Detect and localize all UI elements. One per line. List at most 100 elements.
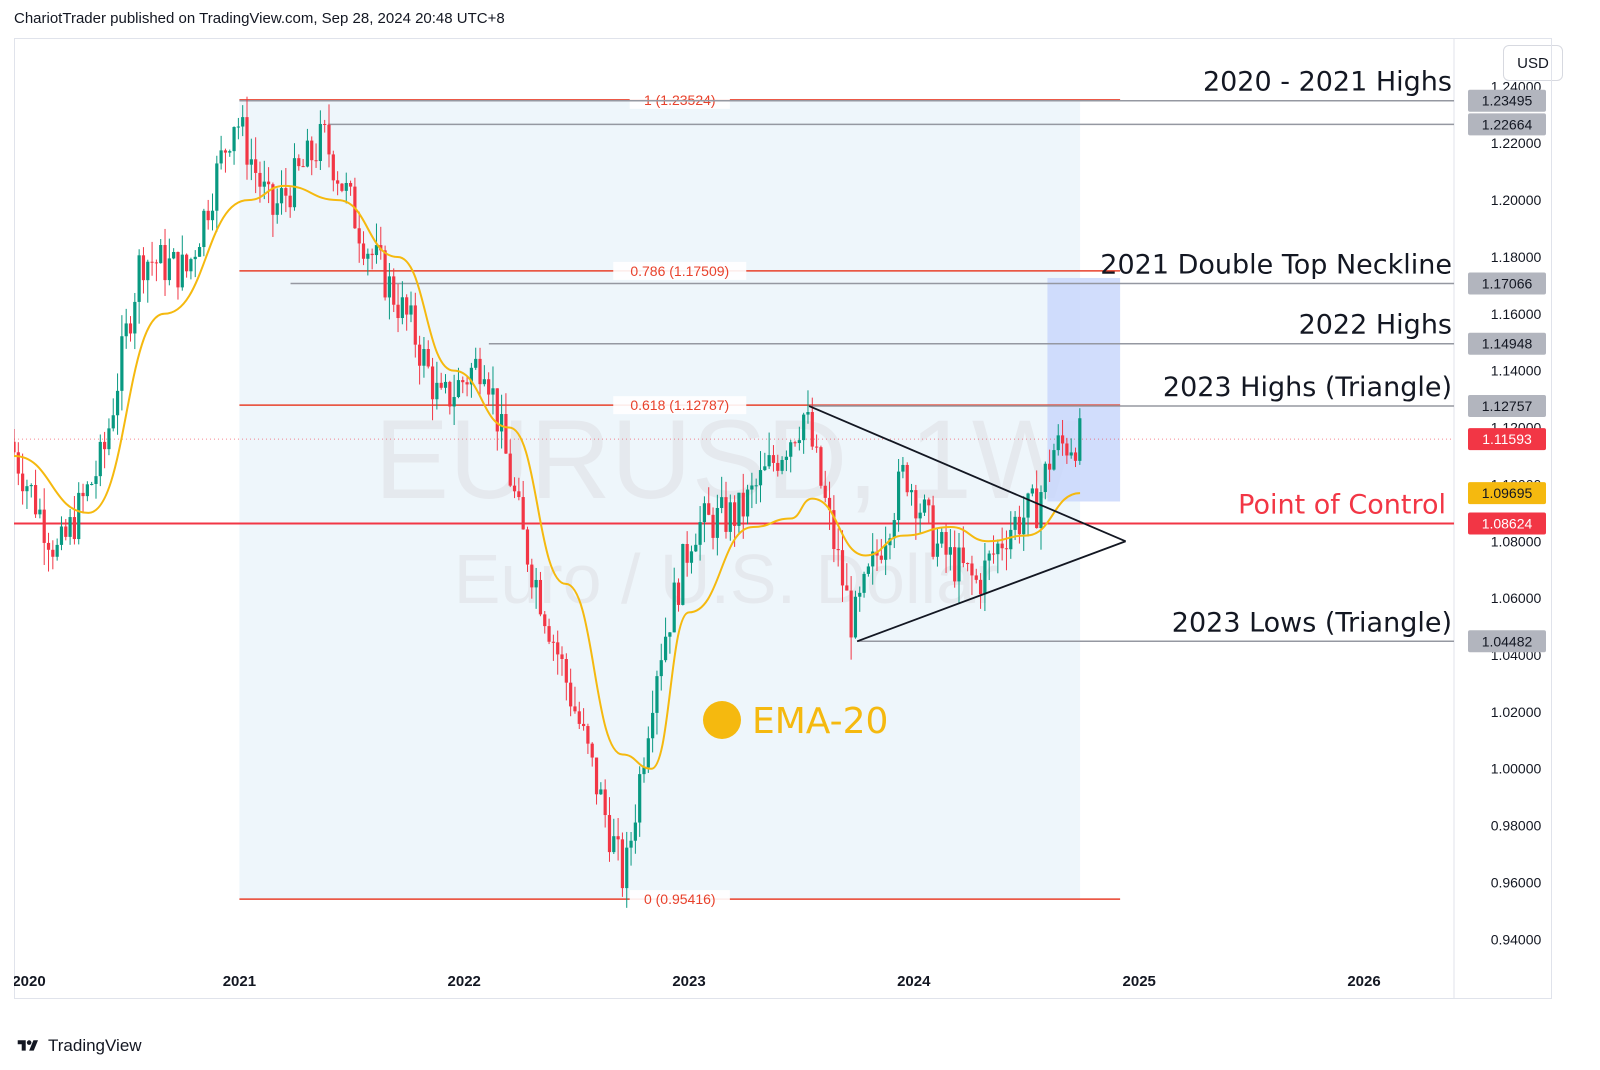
candle-body bbox=[185, 254, 189, 272]
candle bbox=[702, 496, 707, 543]
triangle-pattern bbox=[808, 405, 1127, 643]
candle bbox=[694, 533, 698, 553]
candle bbox=[29, 483, 33, 498]
price-tick-label: 1.16000 bbox=[1491, 306, 1542, 322]
candle-body bbox=[599, 789, 603, 795]
current-price-tag-text: 1.11593 bbox=[1482, 431, 1532, 447]
candle-body bbox=[124, 323, 128, 337]
ema-price-tag-text: 1.09695 bbox=[1482, 485, 1533, 501]
level-price-tag-bg bbox=[1468, 630, 1546, 653]
candle-body bbox=[29, 485, 33, 487]
candle bbox=[241, 105, 245, 137]
candle-body bbox=[461, 380, 465, 383]
candle-body bbox=[1004, 548, 1009, 550]
candle bbox=[370, 248, 374, 270]
candle-body bbox=[297, 158, 301, 167]
candle-body bbox=[1030, 488, 1034, 494]
candle-body bbox=[249, 159, 253, 165]
candle bbox=[577, 701, 581, 730]
candle bbox=[983, 543, 987, 611]
candle bbox=[292, 143, 297, 211]
candle bbox=[366, 248, 370, 276]
level-name-label: 2023 Highs (Triangle) bbox=[1163, 372, 1452, 403]
candle-body bbox=[564, 659, 568, 683]
candle bbox=[612, 818, 616, 854]
level-price-tag-bg bbox=[1468, 332, 1546, 355]
time-tick-label: 2024 bbox=[897, 973, 931, 990]
candle-body bbox=[836, 549, 840, 551]
candle-body bbox=[927, 499, 931, 506]
candle-body bbox=[521, 497, 525, 530]
candle-body bbox=[219, 150, 223, 164]
candle bbox=[193, 250, 197, 278]
candle bbox=[957, 533, 961, 604]
price-tick-label: 1.08000 bbox=[1491, 533, 1542, 549]
candle-body bbox=[68, 517, 72, 537]
candle bbox=[495, 388, 499, 451]
candle-body bbox=[551, 641, 555, 643]
candle bbox=[310, 136, 314, 176]
candle bbox=[85, 481, 89, 502]
candle bbox=[305, 128, 310, 168]
candle-body bbox=[336, 180, 340, 184]
candle-body bbox=[430, 366, 435, 400]
candle-body bbox=[72, 517, 77, 540]
candle-body bbox=[953, 547, 957, 582]
ema-line bbox=[14, 184, 1081, 770]
candle-body bbox=[465, 382, 469, 385]
candle bbox=[603, 779, 607, 828]
candle bbox=[832, 495, 836, 563]
candle-body bbox=[603, 789, 607, 816]
candle bbox=[500, 394, 504, 449]
candle bbox=[724, 481, 728, 539]
candle-body bbox=[685, 544, 689, 563]
level-price-tag-bg bbox=[1468, 89, 1546, 112]
candle bbox=[314, 143, 318, 168]
level-price-tag: 1.04482 bbox=[1468, 630, 1546, 653]
chart-area[interactable]: EURUSD, 1W Euro / U.S. Dollar 1 (1.23524) 0… bbox=[14, 38, 1552, 1021]
candle-body bbox=[616, 836, 620, 840]
candle bbox=[249, 138, 253, 181]
candle-body bbox=[98, 441, 102, 477]
ema-legend: EMA-20 bbox=[703, 701, 888, 742]
candle bbox=[866, 563, 870, 577]
candle-body bbox=[780, 459, 784, 471]
candle bbox=[245, 96, 249, 180]
candle-body bbox=[1009, 529, 1013, 550]
candle bbox=[922, 494, 927, 516]
candle bbox=[905, 462, 909, 497]
candle-body bbox=[146, 261, 150, 281]
shaded-range bbox=[239, 99, 1081, 900]
candle bbox=[154, 259, 158, 282]
candle bbox=[176, 251, 180, 300]
candle-body bbox=[137, 255, 141, 302]
candle-body bbox=[931, 505, 935, 557]
candle bbox=[698, 506, 702, 561]
candle-body bbox=[120, 336, 124, 391]
candle-body bbox=[150, 261, 154, 263]
candle-body bbox=[970, 563, 974, 576]
price-tick-label: 1.14000 bbox=[1491, 363, 1542, 379]
candle bbox=[124, 308, 128, 349]
candle-body bbox=[176, 251, 180, 288]
candle-body bbox=[361, 243, 366, 259]
candle-body bbox=[189, 259, 193, 272]
candle bbox=[340, 183, 344, 193]
candle-body bbox=[728, 502, 732, 532]
currency-button[interactable]: USD bbox=[1503, 45, 1563, 81]
candle bbox=[435, 361, 439, 410]
candle bbox=[163, 228, 167, 296]
candle bbox=[396, 283, 400, 333]
level-price-tag-bg bbox=[1468, 113, 1546, 136]
candle-body bbox=[133, 301, 137, 334]
candle-body bbox=[793, 442, 797, 444]
candle bbox=[663, 617, 668, 663]
tradingview-brand[interactable]: TradingView bbox=[14, 1036, 142, 1056]
candle bbox=[301, 158, 305, 168]
candle bbox=[525, 526, 530, 572]
candle-body bbox=[763, 466, 767, 471]
candle bbox=[254, 137, 258, 194]
candle bbox=[228, 149, 232, 157]
candle-body bbox=[525, 529, 530, 565]
